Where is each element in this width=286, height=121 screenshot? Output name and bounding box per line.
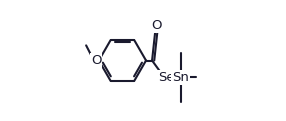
Text: Se: Se bbox=[158, 71, 175, 84]
Text: O: O bbox=[91, 54, 101, 67]
Text: O: O bbox=[151, 19, 161, 32]
Text: Sn: Sn bbox=[172, 71, 189, 84]
